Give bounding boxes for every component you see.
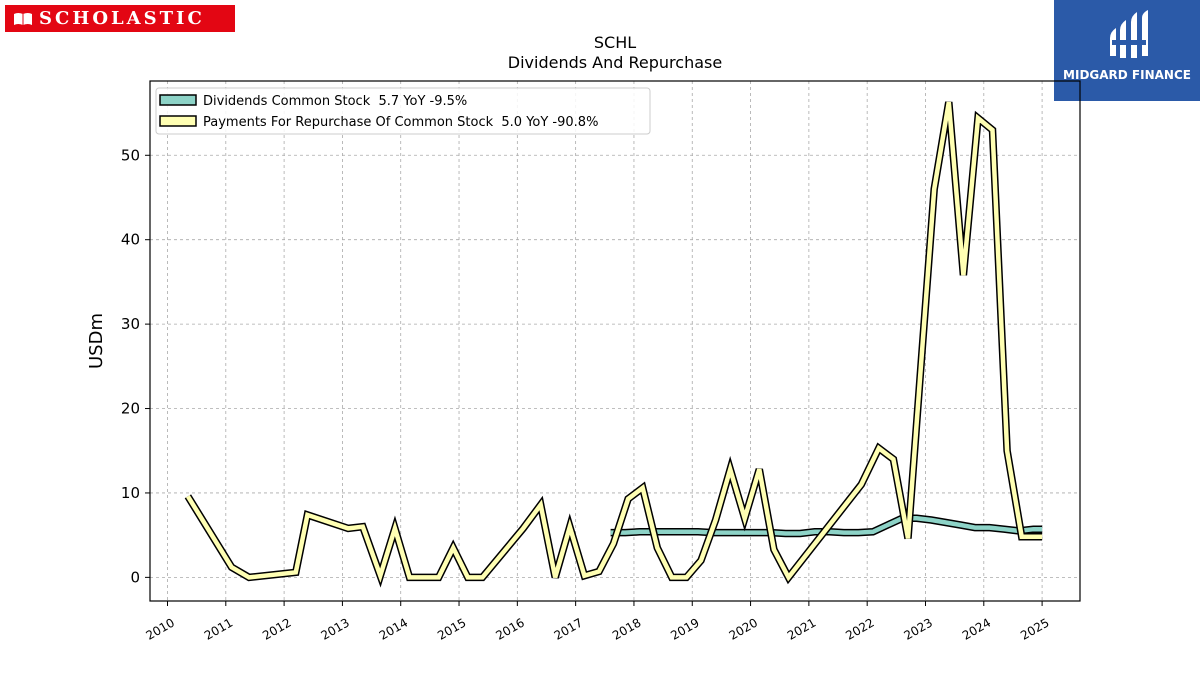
x-tick-label: 2020 — [727, 615, 760, 642]
repurchase-line — [185, 101, 1043, 583]
y-tick-label: 30 — [121, 315, 140, 333]
series-layer — [184, 101, 1043, 588]
y-tick-label: 20 — [121, 400, 140, 418]
x-tick-label: 2021 — [785, 615, 818, 642]
x-tick-label: 2014 — [377, 615, 410, 642]
y-tick-label: 0 — [130, 568, 140, 586]
x-tick-label: 2025 — [1018, 615, 1051, 642]
legend-swatch-dividends — [159, 94, 197, 106]
x-tick-label: 2013 — [318, 615, 351, 642]
midgard-mark-icon — [1110, 10, 1148, 58]
x-tick-label: 2019 — [668, 615, 701, 642]
x-tick-label: 2023 — [902, 615, 935, 642]
legend-frame — [155, 87, 651, 135]
book-icon — [14, 12, 32, 25]
x-tick-label: 2024 — [960, 615, 993, 642]
x-tick-label: 2012 — [260, 615, 293, 642]
plot-frame — [149, 80, 1081, 602]
y-axis: 0 10 20 30 40 50 — [121, 146, 150, 586]
legend-label-dividends: Dividends Common Stock 5.7 YoY -9.5% — [203, 94, 467, 109]
x-tick-label: 2011 — [202, 615, 235, 642]
y-tick-label: 50 — [121, 146, 140, 164]
x-tick-label: 2015 — [435, 615, 468, 642]
y-tick-label: 40 — [121, 231, 140, 249]
legend: Dividends Common Stock 5.7 YoY -9.5% Pay… — [155, 87, 651, 135]
repurchase-line-outline — [184, 101, 1043, 588]
y-tick-label: 10 — [121, 484, 140, 502]
midgard-finance-logo: MIDGARD FINANCE — [1054, 0, 1200, 101]
legend-label-repurchase: Payments For Repurchase Of Common Stock … — [203, 115, 598, 130]
chart-title: SCHL — [594, 33, 636, 52]
y-axis-label: USDm — [86, 313, 107, 369]
scholastic-logo: SCHOLASTIC — [5, 5, 235, 32]
x-tick-label: 2016 — [493, 615, 526, 642]
brand-name: SCHOLASTIC — [39, 8, 205, 29]
x-tick-label: 2022 — [843, 615, 876, 642]
legend-swatch-repurchase — [159, 115, 197, 127]
dividends-line — [610, 516, 1043, 536]
x-tick-label: 2017 — [552, 615, 585, 642]
x-tick-label: 2010 — [144, 615, 177, 642]
x-tick-label: 2018 — [610, 615, 643, 642]
logo-text: MIDGARD FINANCE — [1063, 68, 1191, 82]
chart-subtitle: Dividends And Repurchase — [508, 53, 722, 72]
x-axis: 2010 2011 2012 2013 2014 2015 2016 2017 2018 2019… — [144, 601, 1052, 643]
